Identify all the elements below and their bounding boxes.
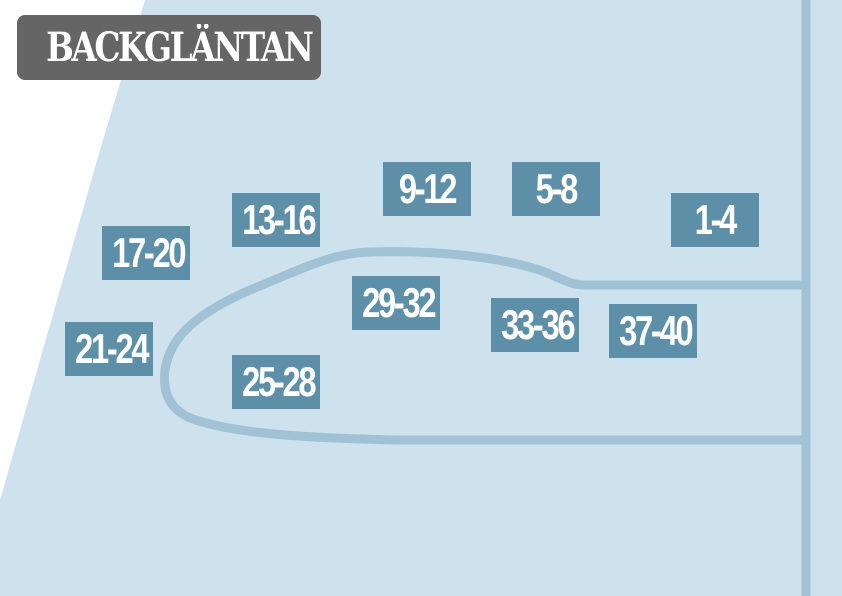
lot-33-36[interactable]: 33-36 bbox=[491, 298, 579, 352]
lot-25-28[interactable]: 25-28 bbox=[232, 355, 320, 409]
lot-1-4[interactable]: 1-4 bbox=[671, 193, 759, 247]
lot-29-32[interactable]: 29-32 bbox=[352, 276, 440, 330]
lot-13-16[interactable]: 13-16 bbox=[232, 193, 320, 247]
lot-label: 25-28 bbox=[242, 358, 316, 405]
lot-9-12[interactable]: 9-12 bbox=[383, 162, 471, 216]
lot-label: 17-20 bbox=[112, 229, 186, 276]
lot-label: 9-12 bbox=[398, 165, 458, 212]
lot-label: 21-24 bbox=[75, 325, 149, 372]
lot-5-8[interactable]: 5-8 bbox=[512, 162, 600, 216]
lot-label: 33-36 bbox=[501, 301, 575, 348]
area-title: BACKGLÄNTAN bbox=[17, 15, 321, 80]
lot-label: 29-32 bbox=[362, 279, 436, 326]
lot-37-40[interactable]: 37-40 bbox=[609, 304, 697, 358]
lot-17-20[interactable]: 17-20 bbox=[102, 226, 190, 280]
loop-road bbox=[159, 247, 806, 445]
lot-label: 37-40 bbox=[619, 307, 693, 354]
lot-label: 1-4 bbox=[694, 196, 738, 243]
lot-21-24[interactable]: 21-24 bbox=[65, 322, 153, 376]
lot-label: 13-16 bbox=[242, 196, 316, 243]
title-text: BACKGLÄNTAN bbox=[46, 24, 314, 71]
lot-label: 5-8 bbox=[535, 165, 579, 212]
